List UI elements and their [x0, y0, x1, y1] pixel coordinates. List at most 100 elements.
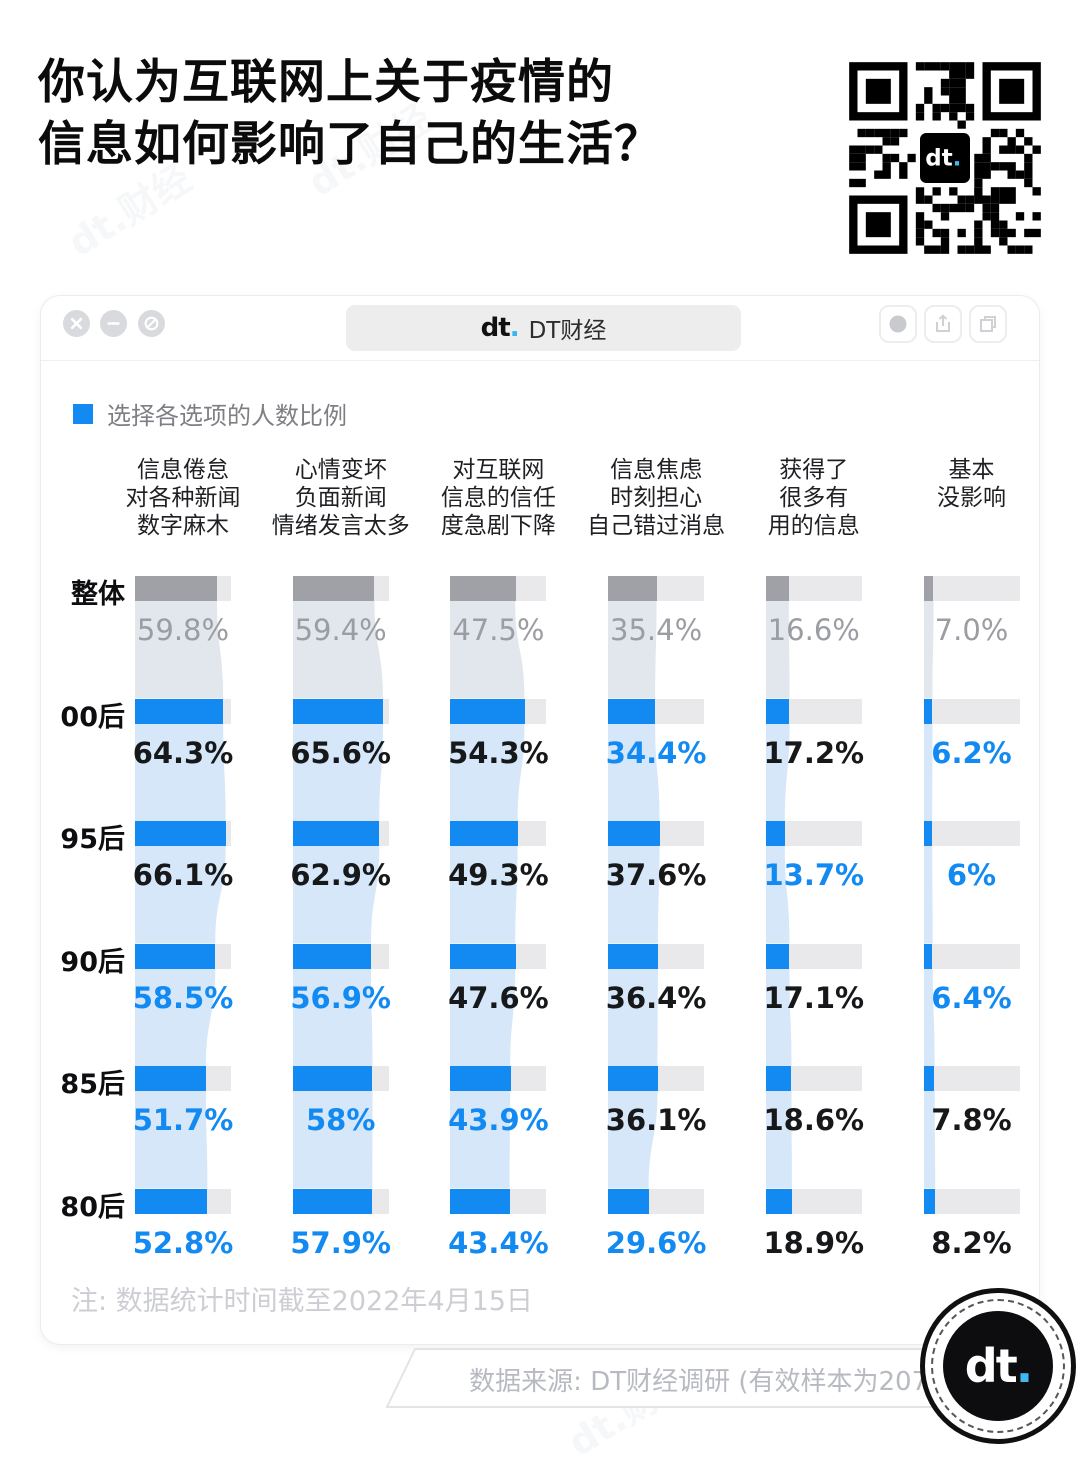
titlebar-divider — [41, 360, 1039, 361]
bar-track — [923, 821, 1020, 846]
bar-track — [135, 1066, 231, 1091]
column-header-line: 基本 — [948, 457, 995, 483]
value-label: 36.1% — [605, 1103, 707, 1137]
bar-fill — [765, 576, 789, 601]
bar-track — [608, 821, 705, 846]
flow-band — [135, 1091, 208, 1189]
bar-fill — [450, 698, 525, 724]
bar-fill — [608, 576, 657, 601]
tabs-button[interactable] — [969, 305, 1007, 343]
column-header-line: 很多有 — [779, 485, 849, 511]
dt-logo: dt. — [920, 1288, 1076, 1444]
no-entry-icon — [144, 316, 159, 331]
flow-band — [608, 968, 659, 1066]
flow-band — [292, 601, 383, 699]
brand-logo-dot: . — [509, 313, 520, 343]
value-label: 59.8% — [136, 613, 230, 647]
bar-track — [292, 1066, 389, 1091]
bar-fill — [292, 1066, 373, 1091]
column-header-line: 获得了 — [779, 457, 849, 483]
bar-track — [923, 1066, 1020, 1091]
value-label: 66.1% — [132, 858, 234, 892]
row-label: 整体 — [71, 579, 125, 610]
bar-fill — [292, 576, 375, 601]
bar-fill — [450, 1188, 510, 1214]
bar-fill — [450, 576, 516, 601]
row-label: 00后 — [60, 701, 125, 733]
share-icon — [936, 314, 950, 332]
bar-track — [135, 576, 231, 601]
column-header-line: 度急剧下降 — [440, 513, 556, 539]
block-button[interactable] — [138, 310, 165, 337]
bar-fill — [135, 698, 224, 724]
bar-fill — [765, 1066, 792, 1091]
value-label: 37.6% — [605, 858, 707, 892]
brand-name: DT财经 — [528, 318, 607, 344]
bar-track — [292, 576, 389, 601]
flow-band — [450, 723, 525, 821]
bar-track — [765, 1066, 862, 1091]
row-label: 85后 — [60, 1069, 125, 1100]
flow-band — [450, 601, 525, 699]
bar-fill — [608, 821, 660, 846]
flow-band — [450, 1091, 511, 1189]
flow-band — [765, 846, 790, 944]
column-header-line: 对互联网 — [452, 457, 545, 483]
value-label: 64.3% — [132, 735, 234, 770]
value-label: 6.2% — [931, 735, 1012, 770]
flow-band — [292, 1091, 373, 1189]
close-button[interactable] — [63, 310, 90, 337]
bar-fill — [923, 1066, 935, 1091]
bar-track — [135, 1188, 231, 1214]
flow-band — [608, 1091, 658, 1189]
source-text: 数据来源: DT财经调研 (有效样本为2079份) — [469, 1367, 981, 1397]
value-label: 7.0% — [934, 613, 1009, 647]
minimize-icon — [107, 322, 120, 325]
close-icon — [70, 317, 83, 330]
flow-band — [135, 846, 226, 944]
source-banner: 数据来源: DT财经调研 (有效样本为2079份) — [385, 1348, 1040, 1408]
bar-track — [450, 576, 547, 601]
value-label: 52.8% — [132, 1225, 234, 1260]
value-label: 36.4% — [605, 980, 707, 1015]
bar-track — [923, 698, 1020, 724]
column-header-line: 对各种新闻 — [125, 485, 241, 511]
value-label: 57.9% — [290, 1225, 391, 1260]
address-bar[interactable]: dt. DT财经 — [346, 305, 741, 351]
bar-track — [292, 943, 389, 969]
bar-track — [608, 1188, 705, 1214]
share-button[interactable] — [924, 305, 962, 343]
value-label: 18.9% — [763, 1225, 865, 1260]
browser-window: dt. DT财经 选择各选项的人数比例 信息倦怠 对各种新闻 数字麻木 心情变坏 负面新… — [40, 295, 1040, 1345]
column-header: 获得了 很多有 用的信息 — [729, 456, 899, 540]
flow-band — [765, 601, 790, 699]
value-label: 13.7% — [763, 858, 865, 892]
column-header-line: 情绪发言太多 — [271, 513, 410, 539]
value-label: 35.4% — [610, 613, 703, 647]
column-header: 信息焦虑 时刻担心 自己错过消息 — [571, 456, 741, 540]
flow-band — [765, 1091, 792, 1189]
bar-track — [765, 576, 862, 601]
value-label: 17.1% — [763, 980, 865, 1015]
column-header-line: 自己错过消息 — [587, 513, 726, 539]
flow-band — [450, 846, 519, 944]
bar-track — [292, 698, 389, 724]
value-label: 65.6% — [290, 735, 391, 770]
flow-band — [923, 846, 933, 944]
bar-fill — [135, 943, 216, 969]
bar-fill — [292, 698, 383, 724]
minimize-button[interactable] — [100, 310, 127, 337]
tabs-icon — [980, 316, 996, 332]
flow-band — [923, 723, 933, 821]
qr-code: dt. — [845, 58, 1045, 258]
value-label: 17.2% — [763, 735, 865, 770]
bar-track — [765, 698, 862, 724]
value-label: 56.9% — [290, 980, 391, 1015]
bar-fill — [608, 698, 656, 724]
flow-band — [608, 601, 657, 699]
bar-track — [135, 698, 231, 724]
bar-fill — [450, 1066, 511, 1091]
bar-fill — [608, 943, 658, 969]
bar-fill — [292, 1188, 373, 1214]
profile-button[interactable] — [879, 305, 917, 343]
